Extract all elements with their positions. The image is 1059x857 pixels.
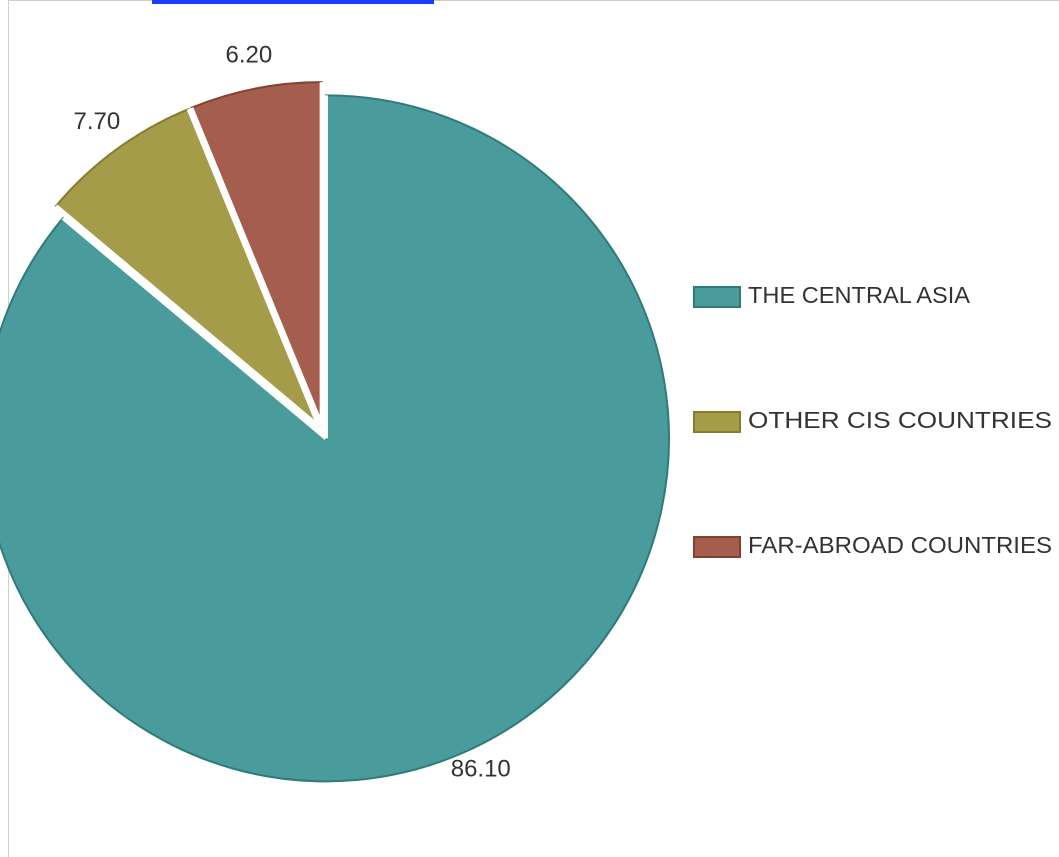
legend-swatch-other-cis xyxy=(693,411,741,433)
pie-slices xyxy=(0,81,670,783)
legend: THE CENTRAL ASIA OTHER CIS COUNTRIES FAR-A… xyxy=(693,282,1052,558)
value-labels: 86.10 7.70 6.20 xyxy=(74,42,511,783)
value-label-far-abroad: 6.20 xyxy=(226,42,273,69)
pie-slice-central-asia xyxy=(0,94,670,783)
legend-label-far-abroad: FAR-ABROAD COUNTRIES xyxy=(748,532,1052,558)
frame-top-border xyxy=(8,0,1059,5)
legend-label-central-asia: THE CENTRAL ASIA xyxy=(748,282,971,308)
slice-separator-central-asia xyxy=(61,95,328,440)
legend-swatch-far-abroad xyxy=(693,536,741,558)
slice-separator-far-abroad xyxy=(189,82,324,426)
legend-label-other-cis: OTHER CIS COUNTRIES xyxy=(748,407,1052,433)
hyperlink-fragment[interactable] xyxy=(152,0,434,4)
legend-swatch-central-asia xyxy=(693,286,741,308)
pie-slice-far-abroad xyxy=(190,81,323,426)
pie-slice-other-cis xyxy=(54,107,320,428)
slice-separator-other-cis xyxy=(54,108,321,428)
value-label-central-asia: 86.10 xyxy=(451,755,511,782)
value-label-other-cis: 7.70 xyxy=(74,108,121,135)
